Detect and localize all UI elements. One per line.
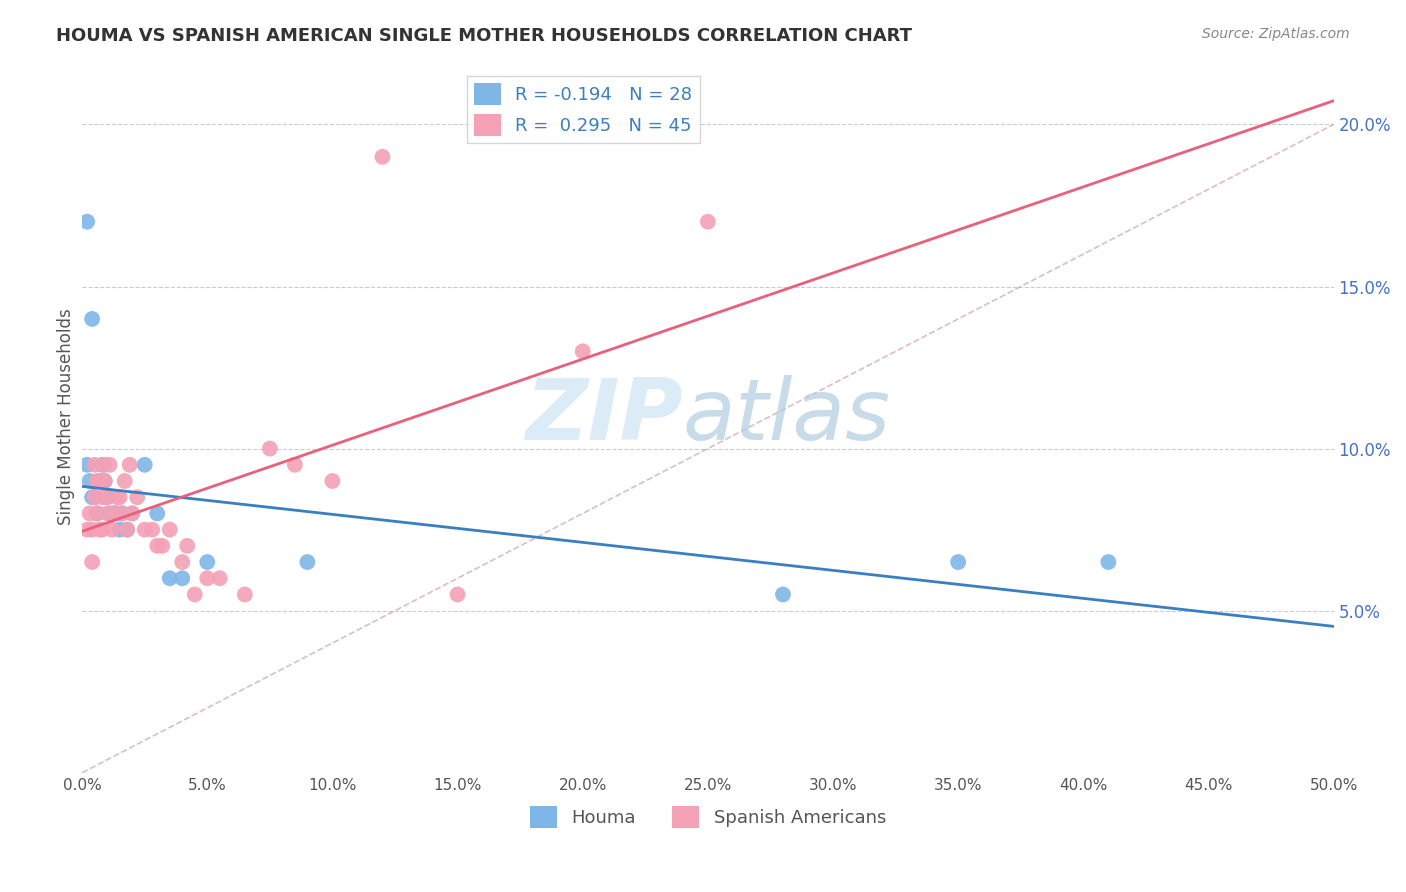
- Point: [82, 523, 104, 537]
- Point: [772, 587, 794, 601]
- Point: [146, 507, 169, 521]
- Point: [371, 150, 394, 164]
- Point: [76, 215, 98, 229]
- Point: [172, 571, 194, 585]
- Point: [195, 571, 218, 585]
- Point: [1097, 555, 1119, 569]
- Point: [134, 523, 156, 537]
- Point: [159, 571, 181, 585]
- Point: [96, 507, 118, 521]
- Point: [172, 555, 194, 569]
- Point: [98, 507, 121, 521]
- Point: [146, 539, 169, 553]
- Y-axis label: Single Mother Households: Single Mother Households: [58, 308, 75, 524]
- Point: [91, 523, 114, 537]
- Point: [93, 458, 115, 472]
- Point: [82, 312, 104, 326]
- Point: [89, 474, 111, 488]
- Point: [91, 458, 114, 472]
- Point: [86, 474, 108, 488]
- Point: [159, 523, 181, 537]
- Point: [284, 458, 307, 472]
- Point: [79, 507, 101, 521]
- Point: [195, 555, 218, 569]
- Point: [82, 490, 104, 504]
- Point: [83, 458, 105, 472]
- Text: atlas: atlas: [683, 375, 891, 458]
- Point: [946, 555, 969, 569]
- Point: [297, 555, 319, 569]
- Point: [105, 490, 128, 504]
- Point: [93, 474, 115, 488]
- Point: [141, 523, 163, 537]
- Point: [121, 507, 143, 521]
- Point: [98, 458, 121, 472]
- Legend: Houma, Spanish Americans: Houma, Spanish Americans: [523, 798, 893, 835]
- Point: [115, 523, 138, 537]
- Point: [101, 507, 124, 521]
- Point: [571, 344, 593, 359]
- Text: ZIP: ZIP: [526, 375, 683, 458]
- Point: [446, 587, 468, 601]
- Point: [101, 523, 124, 537]
- Point: [127, 490, 149, 504]
- Point: [91, 490, 114, 504]
- Text: Source: ZipAtlas.com: Source: ZipAtlas.com: [1202, 27, 1350, 41]
- Point: [118, 458, 141, 472]
- Point: [89, 474, 111, 488]
- Point: [184, 587, 207, 601]
- Point: [83, 490, 105, 504]
- Point: [108, 490, 131, 504]
- Text: HOUMA VS SPANISH AMERICAN SINGLE MOTHER HOUSEHOLDS CORRELATION CHART: HOUMA VS SPANISH AMERICAN SINGLE MOTHER …: [56, 27, 912, 45]
- Point: [104, 507, 127, 521]
- Point: [86, 507, 108, 521]
- Point: [233, 587, 256, 601]
- Point: [96, 490, 118, 504]
- Point: [150, 539, 173, 553]
- Point: [82, 555, 104, 569]
- Point: [104, 507, 127, 521]
- Point: [79, 474, 101, 488]
- Point: [108, 523, 131, 537]
- Point: [696, 215, 718, 229]
- Point: [134, 458, 156, 472]
- Point: [321, 474, 343, 488]
- Point: [114, 474, 136, 488]
- Point: [121, 507, 143, 521]
- Point: [176, 539, 198, 553]
- Point: [89, 523, 111, 537]
- Point: [76, 458, 98, 472]
- Point: [86, 507, 108, 521]
- Point: [105, 507, 128, 521]
- Point: [93, 474, 115, 488]
- Point: [83, 490, 105, 504]
- Point: [259, 442, 281, 456]
- Point: [115, 523, 138, 537]
- Point: [111, 507, 134, 521]
- Point: [96, 490, 118, 504]
- Point: [208, 571, 231, 585]
- Point: [76, 523, 98, 537]
- Point: [111, 507, 134, 521]
